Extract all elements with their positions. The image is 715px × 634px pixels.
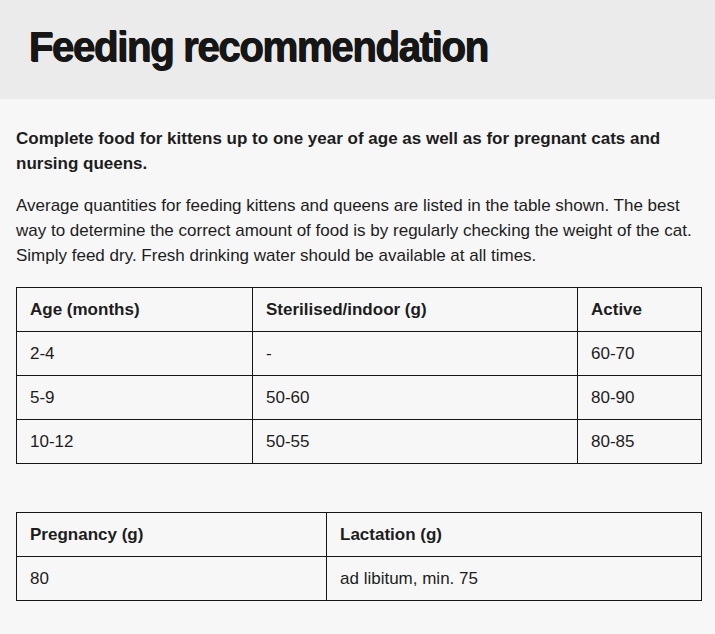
- table-cell: -: [253, 332, 578, 376]
- table-cell: ad libitum, min. 75: [327, 557, 702, 601]
- table-cell: 10-12: [17, 420, 253, 464]
- table-row: 80 ad libitum, min. 75: [17, 557, 702, 601]
- description-paragraph: Average quantities for feeding kittens a…: [16, 193, 698, 268]
- table-cell: 80: [17, 557, 327, 601]
- feeding-table-header-row: Age (months) Sterilised/indoor (g) Activ…: [17, 288, 702, 332]
- feeding-table-header-sterilised: Sterilised/indoor (g): [253, 288, 578, 332]
- table-cell: 60-70: [578, 332, 702, 376]
- table-cell: 2-4: [17, 332, 253, 376]
- page-title: Feeding recommendation: [0, 0, 686, 69]
- table-cell: 80-85: [578, 420, 702, 464]
- table-row: 5-9 50-60 80-90: [17, 376, 702, 420]
- header-band: Feeding recommendation: [0, 0, 715, 99]
- table-cell: 50-60: [253, 376, 578, 420]
- pregnancy-lactation-table: Pregnancy (g) Lactation (g) 80 ad libitu…: [16, 512, 702, 601]
- feeding-table: Age (months) Sterilised/indoor (g) Activ…: [16, 287, 702, 464]
- intro-bold-paragraph: Complete food for kittens up to one year…: [16, 126, 698, 176]
- pregnancy-table-header-lactation: Lactation (g): [327, 513, 702, 557]
- table-row: 10-12 50-55 80-85: [17, 420, 702, 464]
- feeding-table-header-active: Active: [578, 288, 702, 332]
- table-row: 2-4 - 60-70: [17, 332, 702, 376]
- pregnancy-table-header-pregnancy: Pregnancy (g): [17, 513, 327, 557]
- main-content: Complete food for kittens up to one year…: [0, 126, 715, 601]
- pregnancy-table-header-row: Pregnancy (g) Lactation (g): [17, 513, 702, 557]
- table-cell: 80-90: [578, 376, 702, 420]
- table-cell: 5-9: [17, 376, 253, 420]
- table-cell: 50-55: [253, 420, 578, 464]
- feeding-table-header-age: Age (months): [17, 288, 253, 332]
